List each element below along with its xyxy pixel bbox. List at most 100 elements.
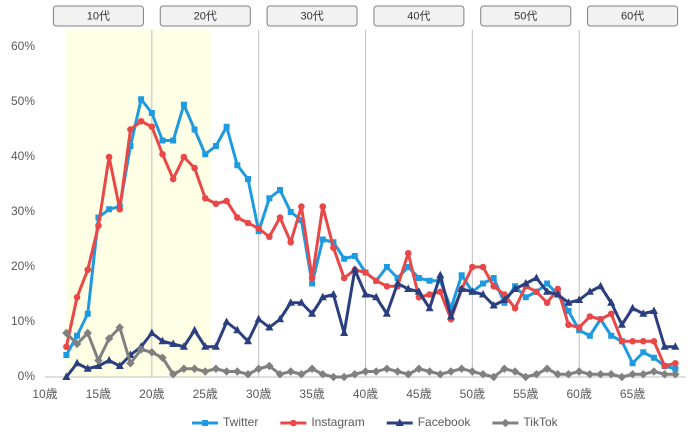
- point: [544, 280, 551, 287]
- x-tick-label: 55歳: [513, 387, 538, 401]
- point: [276, 214, 284, 221]
- point: [458, 272, 465, 279]
- point: [244, 176, 251, 182]
- point: [404, 370, 413, 379]
- point: [190, 325, 199, 334]
- point: [266, 195, 273, 202]
- point: [639, 370, 648, 379]
- point: [629, 360, 636, 367]
- point: [222, 317, 231, 325]
- point: [425, 367, 434, 376]
- point: [254, 314, 263, 323]
- point: [286, 367, 295, 376]
- point: [414, 364, 424, 373]
- point: [201, 367, 210, 376]
- point: [521, 278, 530, 287]
- point: [383, 282, 391, 290]
- point: [574, 367, 584, 376]
- group-box: [159, 5, 251, 27]
- point: [234, 162, 241, 169]
- point: [607, 298, 616, 306]
- point: [446, 367, 456, 376]
- point: [202, 151, 209, 158]
- point: [309, 280, 316, 287]
- point: [255, 225, 262, 232]
- point: [372, 292, 381, 301]
- point: [553, 289, 562, 298]
- point: [543, 299, 551, 307]
- point: [223, 123, 230, 130]
- point: [500, 295, 509, 303]
- point: [265, 322, 274, 331]
- y-tick-label: 50%: [11, 94, 35, 108]
- group-box: [373, 5, 465, 27]
- legend-marker: [501, 418, 510, 428]
- point: [287, 238, 295, 246]
- point: [362, 269, 369, 276]
- point: [596, 370, 605, 379]
- point: [127, 126, 134, 133]
- point: [341, 255, 348, 262]
- point: [617, 320, 626, 328]
- point: [436, 288, 444, 296]
- point: [179, 364, 189, 373]
- point: [361, 367, 370, 376]
- point: [106, 206, 113, 213]
- point: [329, 289, 338, 298]
- point: [330, 244, 337, 252]
- point: [180, 101, 187, 108]
- y-tick-label: 0%: [18, 369, 36, 383]
- point: [223, 197, 230, 205]
- point: [436, 370, 445, 379]
- point: [522, 294, 529, 301]
- series-line: [65, 326, 676, 379]
- point: [233, 367, 242, 376]
- point: [565, 321, 572, 329]
- point: [436, 270, 445, 279]
- point: [137, 117, 145, 125]
- point: [94, 356, 103, 365]
- point: [446, 311, 456, 320]
- point: [266, 233, 273, 241]
- point: [480, 280, 487, 287]
- point: [286, 298, 295, 306]
- point: [307, 364, 317, 373]
- point: [511, 284, 520, 292]
- point: [383, 264, 390, 270]
- point: [564, 370, 573, 379]
- point: [243, 370, 253, 379]
- point: [147, 328, 156, 336]
- point: [190, 364, 199, 373]
- point: [169, 175, 177, 183]
- point: [169, 339, 178, 347]
- point: [115, 323, 124, 332]
- point: [478, 370, 488, 379]
- point: [629, 337, 636, 345]
- group-box: [480, 5, 572, 27]
- group-label: 10代: [87, 9, 110, 22]
- point: [425, 303, 434, 312]
- point: [586, 332, 593, 339]
- point: [457, 284, 466, 292]
- group-label: 40代: [407, 9, 430, 22]
- legend-marker: [290, 419, 297, 427]
- point: [84, 266, 92, 274]
- point: [371, 367, 381, 376]
- point: [575, 324, 583, 331]
- point: [74, 332, 81, 339]
- point: [511, 304, 519, 312]
- legend-label: Twitter: [223, 415, 258, 429]
- point: [297, 370, 306, 379]
- point: [191, 126, 198, 133]
- point: [361, 289, 370, 298]
- point: [542, 364, 552, 373]
- point: [564, 298, 573, 306]
- point: [275, 370, 285, 379]
- point: [62, 328, 71, 338]
- point: [73, 293, 81, 301]
- point: [339, 372, 349, 382]
- point: [158, 336, 167, 345]
- y-tick-label: 10%: [11, 314, 35, 328]
- point: [201, 342, 210, 350]
